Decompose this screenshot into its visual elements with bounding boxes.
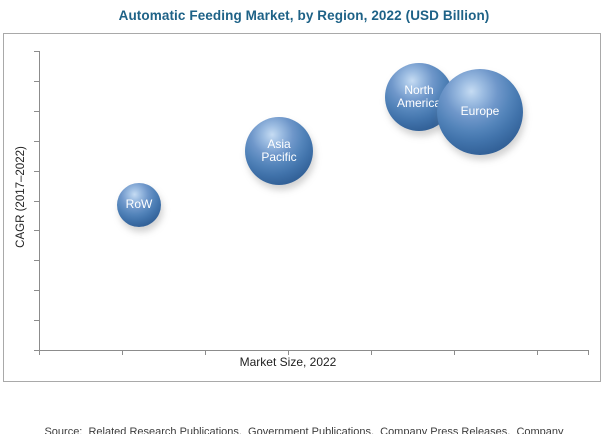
x-tick (537, 350, 538, 355)
x-tick (39, 350, 40, 355)
y-tick (34, 320, 39, 322)
x-tick (122, 350, 123, 355)
chart-title: Automatic Feeding Market, by Region, 202… (118, 8, 490, 23)
y-tick (34, 350, 39, 351)
y-tick (34, 80, 39, 82)
y-tick (34, 51, 39, 52)
source-note: Source: Related Research Publications, G… (0, 392, 608, 434)
y-axis-title: CAGR (2017–2022) (15, 146, 27, 248)
plot-area: CAGR (2017–2022) Market Size, 2022 (3, 33, 601, 382)
x-axis-line (39, 350, 588, 351)
source-line-1: Source: Related Research Publications, G… (44, 426, 564, 434)
y-tick (34, 230, 39, 232)
y-tick (34, 170, 39, 172)
x-tick (454, 350, 455, 355)
y-axis-line (39, 51, 40, 354)
y-tick (34, 290, 39, 292)
x-tick (205, 350, 206, 355)
x-tick (588, 350, 589, 355)
y-tick (34, 260, 39, 262)
x-tick (288, 350, 289, 355)
x-tick (371, 350, 372, 355)
x-axis-title: Market Size, 2022 (239, 355, 337, 369)
y-tick (34, 110, 39, 112)
y-tick (34, 140, 39, 142)
y-tick (34, 200, 39, 202)
